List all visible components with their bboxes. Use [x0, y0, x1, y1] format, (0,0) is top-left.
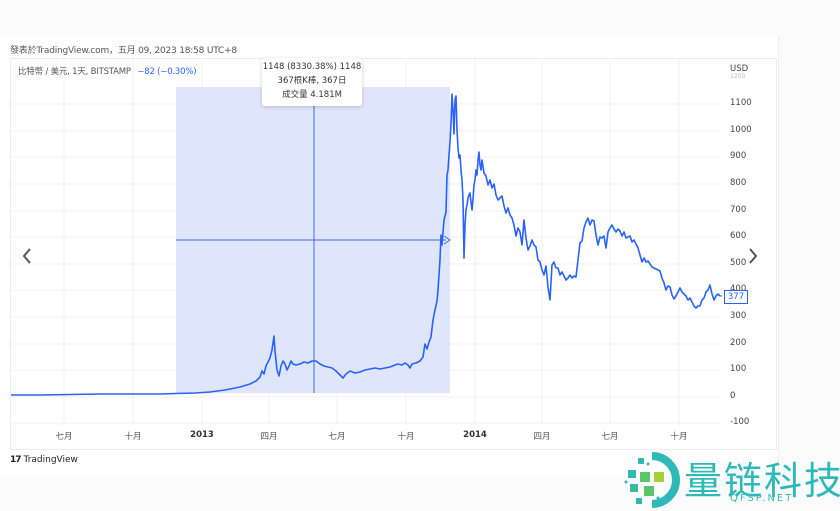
watermark: 量链科技 QFSP.NET: [622, 448, 840, 511]
currency-label: USD: [730, 64, 749, 74]
x-tick: 2014: [463, 430, 487, 440]
y-tick: 900: [730, 151, 747, 161]
price-change: −82 (−0.30%): [137, 67, 197, 77]
y-tick: 600: [730, 231, 747, 241]
y-tick: 500: [730, 258, 747, 268]
x-tick: 七月: [601, 432, 619, 442]
price-line: [11, 93, 721, 396]
symbol-legend[interactable]: 比特幣 / 美元, 1天, BITSTAMP −82 (−0.30%): [18, 65, 197, 77]
x-tick: 七月: [328, 432, 346, 442]
x-tick: 2013: [190, 430, 214, 440]
y-tick: 100: [730, 364, 747, 374]
tradingview-logo-icon: 17: [10, 455, 21, 465]
watermark-name: 量链科技: [684, 459, 840, 503]
y-tick: 0: [730, 391, 736, 401]
published-caption: 發表於TradingView.com，五月 09, 2023 18:58 UTC…: [10, 46, 237, 56]
y-tick: 1000: [730, 125, 752, 135]
arrow-right-icon: [443, 235, 451, 245]
y-tick: 200: [730, 338, 747, 348]
watermark-logo-icon: [624, 452, 680, 508]
tooltip-price-change: 1148 (8330.38%) 1148: [262, 62, 362, 72]
y-tick: 300: [730, 311, 747, 321]
x-tick: 四月: [260, 432, 278, 442]
y-tick: 1200: [730, 73, 746, 80]
measure-tooltip: 1148 (8330.38%) 1148 367根K棒, 367日 成交量 4.…: [262, 58, 362, 106]
x-tick: 十月: [397, 432, 415, 442]
x-tick: 四月: [533, 432, 551, 442]
y-tick: 1100: [730, 98, 752, 108]
chevron-left-icon[interactable]: [18, 245, 36, 267]
symbol-name: 比特幣 / 美元, 1天, BITSTAMP: [18, 67, 131, 77]
tooltip-volume: 成交量 4.181M: [282, 90, 342, 100]
brand-name: TradingView: [23, 455, 78, 465]
tradingview-brand[interactable]: 17 TradingView: [10, 455, 78, 465]
chevron-right-icon[interactable]: [744, 245, 762, 267]
y-tick: 800: [730, 178, 747, 188]
last-price-badge: 377: [724, 290, 748, 304]
y-tick: -100: [730, 417, 750, 427]
x-tick: 七月: [55, 432, 73, 442]
x-tick: 十月: [124, 432, 142, 442]
watermark-url: QFSP.NET: [730, 493, 794, 504]
tooltip-bars: 367根K棒, 367日: [277, 76, 347, 86]
x-tick: 十月: [670, 432, 688, 442]
y-tick: 400: [730, 284, 747, 294]
y-tick: 700: [730, 205, 747, 215]
